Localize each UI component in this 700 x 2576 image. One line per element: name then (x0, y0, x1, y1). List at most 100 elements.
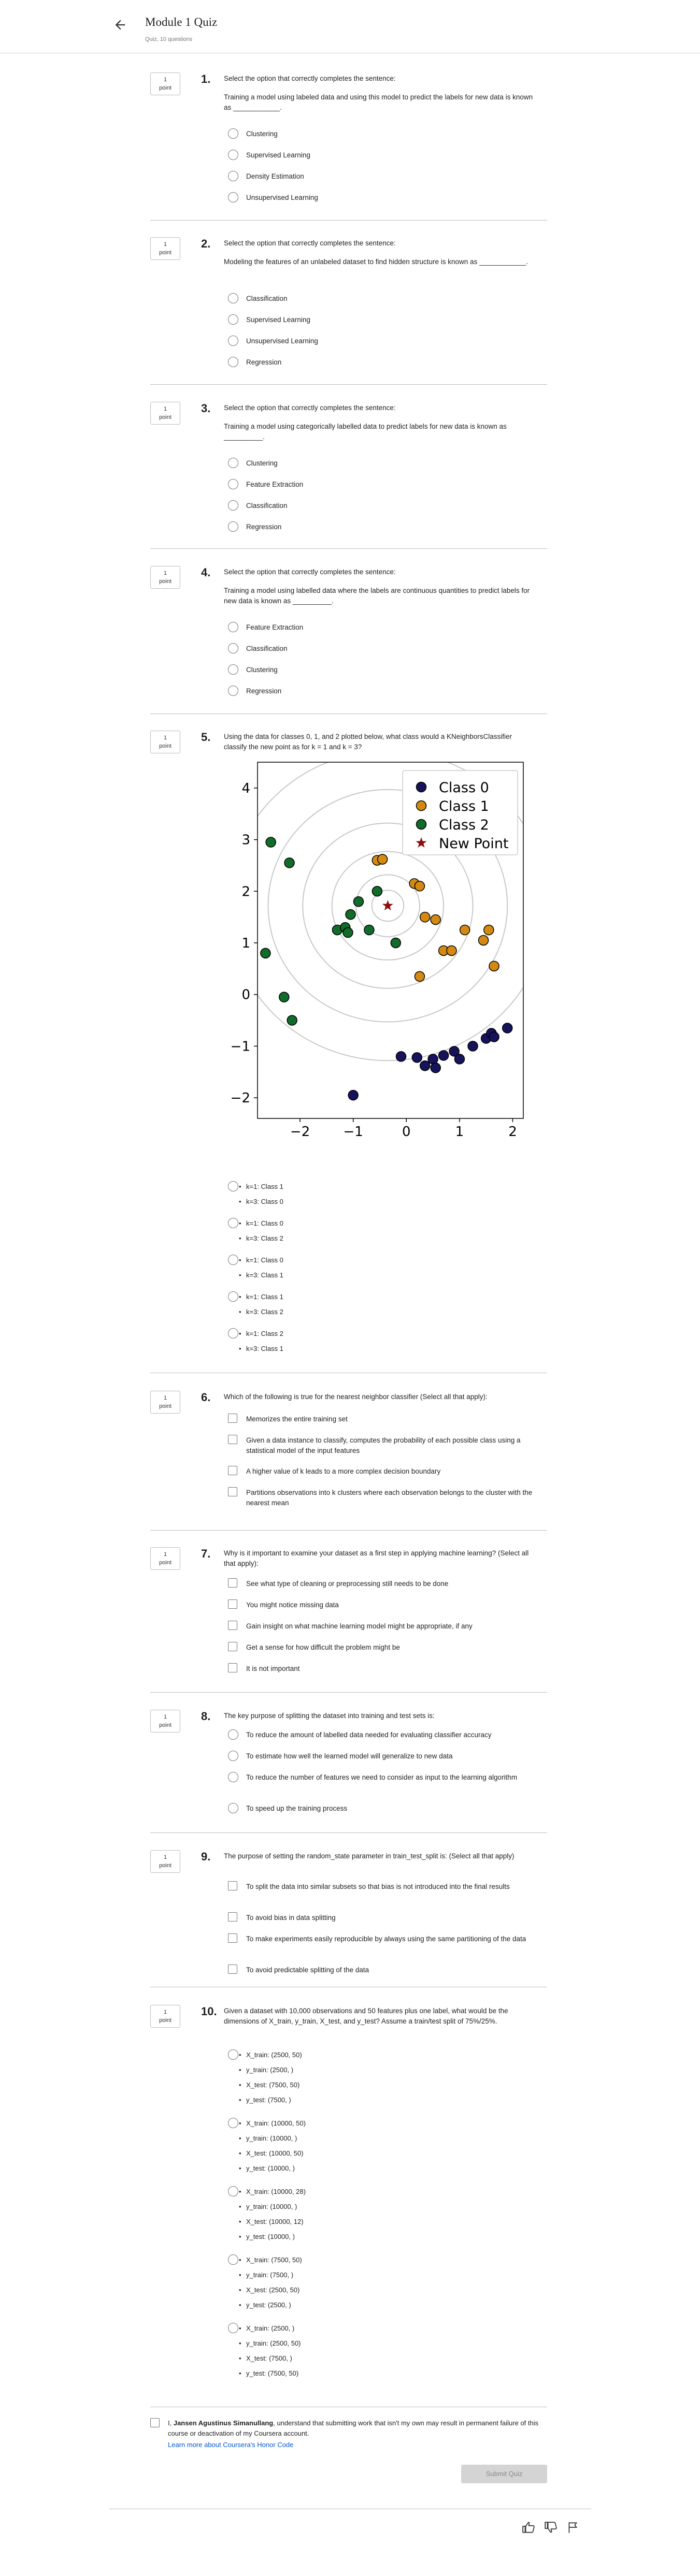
arrow-left-icon[interactable] (113, 18, 127, 32)
distance-ring (258, 762, 523, 1061)
data-point-class-2 (279, 992, 290, 1002)
data-point-class-0 (502, 1023, 513, 1034)
option-bullet: k=1: Class 1 (239, 1182, 283, 1192)
option-bullet: k=1: Class 1 (239, 1292, 283, 1302)
data-point-class-1 (430, 914, 441, 925)
option-radio[interactable] (228, 686, 238, 696)
option-radio[interactable] (228, 664, 238, 675)
option-radio[interactable] (228, 622, 238, 632)
option-checkbox[interactable] (228, 1487, 237, 1496)
option-radio[interactable] (228, 1751, 238, 1761)
option-radio[interactable] (228, 500, 238, 511)
option-label: To make experiments easily reproducible … (246, 1935, 526, 1943)
option-radio[interactable] (228, 479, 238, 489)
question-number: 4. (201, 566, 211, 579)
data-point-class-2 (345, 909, 356, 920)
question-divider (150, 384, 547, 385)
question-number: 10. (201, 2005, 217, 2018)
option-radio[interactable] (228, 643, 238, 653)
page-title: Module 1 Quiz (145, 16, 218, 28)
option-checkbox[interactable] (228, 1881, 237, 1890)
thumbs-up-icon[interactable] (522, 2521, 535, 2534)
page-subtitle: Quiz, 10 questions (145, 36, 193, 42)
option-checkbox[interactable] (228, 1642, 237, 1651)
option-radio[interactable] (228, 1803, 238, 1813)
option-radio[interactable] (228, 314, 238, 325)
option-radio[interactable] (228, 1181, 238, 1191)
option-checkbox[interactable] (228, 1621, 237, 1630)
legend-marker (416, 800, 427, 811)
learner-name: Jansen Agustinus Simanullang (173, 2419, 274, 2427)
honor-code-link[interactable]: Learn more about Coursera's Honor Code (168, 2441, 294, 2449)
option-bullet: y_test: (2500, ) (239, 2300, 291, 2310)
question-number: 5. (201, 731, 211, 744)
option-radio[interactable] (228, 336, 238, 346)
option-checkbox[interactable] (228, 1599, 237, 1609)
option-radio[interactable] (228, 2186, 238, 2196)
option-bullet: X_test: (7500, 50) (239, 2080, 299, 2090)
option-radio[interactable] (228, 171, 238, 181)
option-bullet: k=3: Class 1 (239, 1344, 283, 1354)
option-checkbox[interactable] (228, 1964, 237, 1974)
option-radio[interactable] (228, 2118, 238, 2128)
honor-code-checkbox[interactable] (150, 2418, 160, 2427)
option-label: Classification (246, 295, 288, 302)
option-radio[interactable] (228, 1772, 238, 1782)
data-point-class-1 (414, 971, 425, 982)
data-point-class-2 (287, 1015, 297, 1026)
option-radio[interactable] (228, 1291, 238, 1302)
option-checkbox[interactable] (228, 1435, 237, 1444)
option-radio[interactable] (228, 2049, 238, 2060)
option-radio[interactable] (228, 458, 238, 468)
option-checkbox[interactable] (228, 1663, 237, 1672)
x-tick-label: 2 (508, 1124, 517, 1140)
option-radio[interactable] (228, 521, 238, 532)
option-checkbox[interactable] (228, 1912, 237, 1922)
data-point-class-0 (438, 1050, 449, 1061)
option-label: Unsupervised Learning (246, 337, 318, 345)
question-prompt: Why is it important to examine your data… (224, 1549, 529, 1567)
data-point-class-0 (449, 1046, 460, 1057)
option-radio[interactable] (228, 1218, 238, 1228)
x-tick-label: −1 (344, 1124, 363, 1140)
question-divider (150, 548, 547, 549)
flag-icon[interactable] (566, 2521, 580, 2534)
data-point-class-0 (427, 1054, 438, 1065)
option-checkbox[interactable] (228, 1933, 237, 1943)
legend-label: New Point (439, 836, 509, 852)
option-radio[interactable] (228, 2254, 238, 2265)
option-radio[interactable] (228, 150, 238, 160)
new-point-star (382, 900, 393, 911)
option-bullet: y_train: (10000, ) (239, 2202, 297, 2212)
option-radio[interactable] (228, 1328, 238, 1338)
question-text: Training a model using labelled data whe… (224, 587, 530, 605)
option-radio[interactable] (228, 357, 238, 367)
point-badge: 1 point (150, 566, 180, 589)
option-label: Feature Extraction (246, 623, 304, 631)
legend-marker (416, 819, 427, 830)
data-point-class-1 (459, 924, 470, 936)
honor-code-text: I, Jansen Agustinus Simanullang, underst… (168, 2419, 539, 2437)
submit-quiz-button[interactable]: Submit Quiz (461, 2465, 547, 2483)
option-bullet: y_train: (2500, ) (239, 2065, 293, 2075)
thumbs-down-icon[interactable] (544, 2521, 558, 2534)
option-radio[interactable] (228, 192, 238, 202)
option-radio[interactable] (228, 293, 238, 303)
point-badge: 1 point (150, 1850, 180, 1873)
data-point-class-1 (483, 924, 494, 936)
point-badge: 1 point (150, 402, 180, 425)
y-tick-label: −1 (231, 1039, 250, 1054)
option-radio[interactable] (228, 1729, 238, 1740)
point-badge: 1 point (150, 1391, 180, 1414)
option-radio[interactable] (228, 2323, 238, 2333)
option-checkbox[interactable] (228, 1578, 237, 1588)
option-radio[interactable] (228, 1255, 238, 1265)
option-checkbox[interactable] (228, 1414, 237, 1423)
option-radio[interactable] (228, 128, 238, 139)
option-label: Unsupervised Learning (246, 194, 318, 201)
option-checkbox[interactable] (228, 1466, 237, 1475)
question-prompt: Select the option that correctly complet… (224, 239, 396, 247)
data-point-class-0 (419, 1060, 431, 1071)
legend-box (402, 770, 518, 855)
data-point-class-2 (372, 886, 383, 897)
